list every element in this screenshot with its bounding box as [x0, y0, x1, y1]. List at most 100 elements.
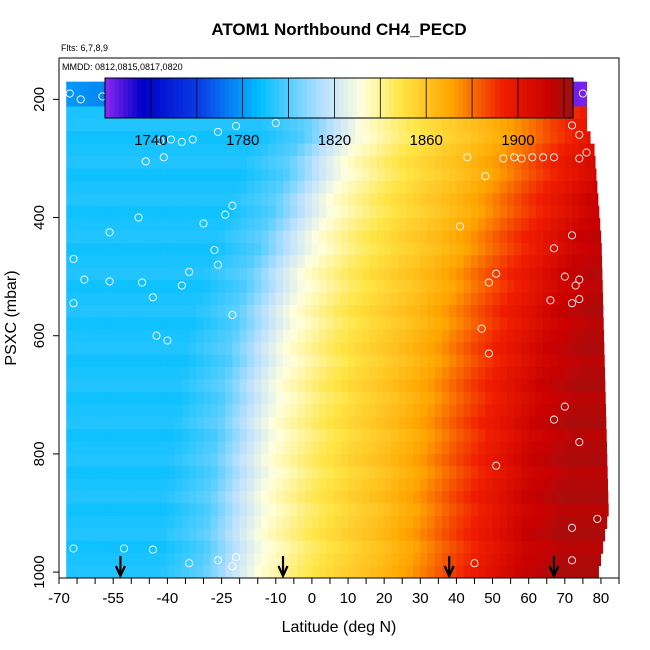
- heatmap-cell: [109, 230, 118, 244]
- heatmap-cell: [600, 404, 607, 418]
- heatmap-cell: [95, 404, 103, 418]
- heatmap-cell: [203, 156, 212, 170]
- heatmap-cell: [499, 565, 508, 578]
- heatmap-cell: [550, 156, 559, 170]
- heatmap-cell: [246, 267, 255, 281]
- heatmap-cell: [131, 553, 140, 567]
- heatmap-cell: [80, 453, 89, 467]
- heatmap-cell: [167, 317, 176, 331]
- heatmap-cell: [102, 317, 111, 331]
- heatmap-cell: [362, 367, 371, 381]
- heatmap-cell: [283, 193, 291, 207]
- heatmap-cell: [311, 354, 320, 368]
- heatmap-cell: [376, 342, 385, 356]
- heatmap-cell: [239, 180, 248, 194]
- heatmap-cell: [340, 404, 349, 418]
- heatmap-cell: [333, 342, 342, 356]
- heatmap-cell: [586, 329, 595, 343]
- heatmap-cell: [102, 379, 111, 393]
- heatmap-cell: [355, 416, 364, 430]
- heatmap-cell: [138, 429, 147, 443]
- heatmap-cell: [456, 565, 465, 578]
- heatmap-cell: [225, 280, 234, 294]
- heatmap-cell: [543, 329, 551, 343]
- heatmap-cell: [600, 391, 606, 405]
- heatmap-cell: [434, 242, 443, 256]
- heatmap-cell: [109, 143, 118, 157]
- heatmap-cell: [181, 367, 190, 381]
- heatmap-cell: [66, 180, 75, 194]
- heatmap-cell: [572, 528, 580, 542]
- heatmap-cell: [196, 193, 205, 207]
- heatmap-cell: [239, 528, 248, 542]
- heatmap-cell: [528, 565, 537, 578]
- heatmap-cell: [124, 367, 132, 381]
- heatmap-cell: [131, 466, 140, 480]
- heatmap-cell: [232, 143, 241, 157]
- heatmap-cell: [297, 478, 306, 492]
- heatmap-cell: [138, 540, 147, 554]
- heatmap-cell: [160, 367, 168, 381]
- heatmap-cell: [232, 553, 241, 567]
- heatmap-cell: [73, 453, 82, 467]
- heatmap-cell: [427, 466, 436, 480]
- heatmap-cell: [514, 478, 523, 492]
- heatmap-cell: [196, 565, 205, 578]
- heatmap-cell: [297, 317, 306, 331]
- heatmap-cell: [535, 218, 544, 232]
- heatmap-cell: [593, 379, 602, 393]
- heatmap-cell: [116, 466, 125, 480]
- heatmap-cell: [319, 453, 327, 467]
- heatmap-cell: [297, 553, 306, 567]
- heatmap-cell: [189, 565, 197, 578]
- heatmap-cell: [413, 255, 421, 269]
- heatmap-cell: [254, 416, 262, 430]
- heatmap-cell: [124, 317, 132, 331]
- heatmap-cell: [463, 528, 472, 542]
- heatmap-cell: [521, 180, 530, 194]
- heatmap-cell: [95, 391, 103, 405]
- heatmap-cell: [138, 118, 147, 132]
- observation-point: [221, 210, 230, 219]
- heatmap-cell: [203, 478, 212, 492]
- heatmap-cell: [579, 379, 588, 393]
- heatmap-cell: [369, 466, 378, 480]
- heatmap-cell: [376, 131, 385, 145]
- heatmap-cell: [66, 305, 75, 319]
- heatmap-cell: [391, 255, 400, 269]
- heatmap-cell: [543, 441, 551, 455]
- heatmap-cell: [304, 280, 313, 294]
- heatmap-cell: [66, 230, 75, 244]
- heatmap-cell: [543, 367, 551, 381]
- observation-point: [76, 95, 85, 104]
- heatmap-cell: [131, 367, 140, 381]
- heatmap-cell: [196, 156, 205, 170]
- heatmap-cell: [441, 143, 450, 157]
- heatmap-cell: [572, 205, 580, 219]
- y-tick-label: 600: [31, 323, 48, 348]
- heatmap-cell: [261, 180, 270, 194]
- heatmap-cell: [87, 156, 96, 170]
- colorbar-swatch: [164, 78, 170, 118]
- heatmap-cell: [217, 379, 226, 393]
- heatmap-cell: [66, 255, 75, 269]
- heatmap-cell: [463, 193, 472, 207]
- heatmap-cell: [319, 193, 327, 207]
- heatmap-cell: [405, 242, 414, 256]
- heatmap-cell: [398, 329, 407, 343]
- heatmap-cell: [528, 118, 537, 132]
- heatmap-cell: [225, 453, 234, 467]
- heatmap-cell: [109, 466, 118, 480]
- heatmap-cell: [203, 143, 212, 157]
- heatmap-cell: [550, 391, 559, 405]
- heatmap-cell: [384, 180, 392, 194]
- heatmap-cell: [470, 218, 479, 232]
- heatmap-cell: [268, 515, 277, 529]
- heatmap-cell: [326, 305, 335, 319]
- heatmap-cell: [87, 491, 96, 505]
- heatmap-cell: [102, 230, 111, 244]
- heatmap-cell: [160, 553, 168, 567]
- heatmap-cell: [181, 156, 190, 170]
- heatmap-cell: [109, 317, 118, 331]
- heatmap-cell: [355, 491, 364, 505]
